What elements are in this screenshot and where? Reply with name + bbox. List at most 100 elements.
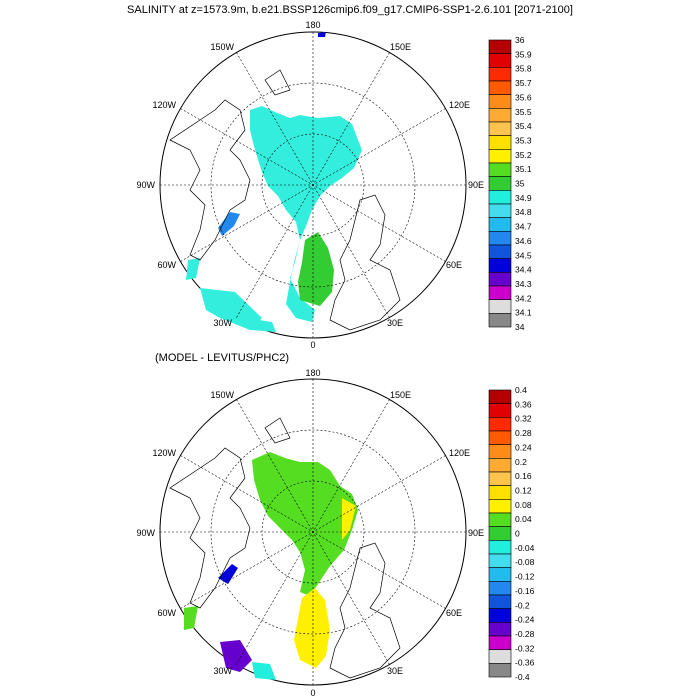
map1-label-150e: 150E (390, 42, 411, 52)
map1-fill-s (200, 288, 262, 330)
colorbar2-tick-label: 0.12 (515, 485, 532, 495)
colorbar2-tick-label: -0.2 (515, 600, 530, 610)
map2-fill-yellow2 (342, 498, 356, 540)
colorbar1-swatch (488, 203, 512, 218)
colorbar1-swatch (488, 39, 512, 54)
map2-label-60e: 60E (446, 608, 462, 618)
map2-fill-yellow (294, 588, 330, 668)
colorbar2-tick-label: 0.16 (515, 471, 532, 481)
colorbar1-swatch (488, 313, 512, 328)
colorbar1-swatch (488, 176, 512, 191)
colorbar1-tick-label: 34.7 (515, 222, 532, 232)
colorbar1-swatch (488, 190, 512, 205)
colorbar2-swatch (488, 526, 512, 541)
map2-label-30e: 30E (387, 666, 403, 676)
map2-label-30w: 30W (213, 666, 232, 676)
map1-label-0: 0 (310, 340, 315, 350)
colorbar1-swatch (488, 285, 512, 300)
colorbar1-tick-label: 35.5 (515, 107, 532, 117)
colorbar2-swatch (488, 540, 512, 555)
colorbar2-swatch (488, 594, 512, 609)
colorbar2-tick-label: 0.28 (515, 428, 532, 438)
colorbar1-tick-label: 36 (515, 35, 525, 45)
colorbar1-swatch (488, 272, 512, 287)
colorbar2-swatch (488, 403, 512, 418)
colorbar1-swatch (488, 53, 512, 68)
colorbar1-swatch (488, 94, 512, 109)
colorbar1-tick-label: 34 (515, 322, 525, 332)
colorbar2-swatch (488, 608, 512, 623)
map2-label-120w: 120W (152, 448, 176, 458)
colorbar2-tick-label: 0.4 (515, 385, 527, 395)
map2-label-150w: 150W (210, 390, 234, 400)
map2-fill-blue (218, 564, 238, 584)
map2-label-120e: 120E (449, 448, 470, 458)
colorbar1-swatch (488, 149, 512, 164)
map2-label-60w: 60W (157, 608, 176, 618)
panel1-title: SALINITY at z=1573.9m, b.e21.BSSP126cmip… (127, 4, 573, 16)
colorbar2-swatch (488, 499, 512, 514)
colorbar2-swatch (488, 635, 512, 650)
colorbar1-tick-label: 34.3 (515, 279, 532, 289)
map1-label-90w: 90W (136, 180, 155, 190)
map1-coastline (169, 69, 401, 331)
colorbar1-tick-label: 34.4 (515, 265, 532, 275)
colorbar1-swatch (488, 121, 512, 136)
colorbar2-tick-label: 0.08 (515, 500, 532, 510)
colorbar2-tick-label: 0.32 (515, 414, 532, 424)
map2-label-0: 0 (310, 688, 315, 698)
map1-fill-green (298, 232, 334, 306)
colorbar2-swatch (488, 485, 512, 500)
colorbar2-swatch (488, 581, 512, 596)
colorbar1-tick-label: 35.9 (515, 49, 532, 59)
colorbar2-tick-label: 0.36 (515, 399, 532, 409)
colorbar2-swatch (488, 417, 512, 432)
colorbar1-swatch (488, 217, 512, 232)
colorbar1-tick-label: 35.4 (515, 121, 532, 131)
colorbar2-tick-label: 0.04 (515, 514, 532, 524)
colorbar1-swatch (488, 244, 512, 259)
colorbar2-swatch (488, 553, 512, 568)
colorbar1-tick-label: 34.6 (515, 236, 532, 246)
colorbar1-tick-label: 35.3 (515, 135, 532, 145)
map1-fill-blue (218, 212, 240, 236)
colorbar2-tick-label: 0 (515, 529, 520, 539)
map2-label-180: 180 (305, 368, 320, 378)
map1-fill-top (318, 32, 326, 37)
colorbar1-tick-label: 34.2 (515, 293, 532, 303)
colorbar2-swatch (488, 389, 512, 404)
map2-coastline (169, 417, 401, 679)
colorbar2-tick-label: 0.24 (515, 442, 532, 452)
map1-label-60e: 60E (446, 260, 462, 270)
colorbar1-swatch (488, 135, 512, 150)
colorbar1-tick-label: 35.2 (515, 150, 532, 160)
map2-label-150e: 150E (390, 390, 411, 400)
map2-polar-plot: 180 150E 120E 90E 60E 30E 0 30W 60W 90W … (136, 368, 484, 698)
colorbar1-swatch (488, 231, 512, 246)
colorbar1-tick-label: 34.9 (515, 193, 532, 203)
map1-label-30e: 30E (387, 318, 403, 328)
colorbar2-swatch (488, 430, 512, 445)
colorbar1-tick-label: 34.8 (515, 207, 532, 217)
colorbar2-tick-label: -0.32 (515, 643, 535, 653)
colorbar1-tick-label: 35.7 (515, 78, 532, 88)
map2-label-90e: 90E (468, 528, 484, 538)
colorbar2-tick-label: -0.08 (515, 557, 535, 567)
map1-label-180: 180 (305, 20, 320, 30)
map2-fill-sw3 (252, 662, 276, 680)
map2-fill-green (252, 452, 358, 596)
colorbar1-tick-label: 34.1 (515, 308, 532, 318)
colorbar1-tick-label: 34.5 (515, 250, 532, 260)
colorbar1-swatch (488, 299, 512, 314)
panel2-title: (MODEL - LEVITUS/PHC2) (155, 352, 290, 364)
map1-polar-plot: 180 150E 120E 90E 60E 30E 0 30W 60W 90W … (136, 20, 484, 350)
colorbar1-tick-label: 35 (515, 179, 525, 189)
colorbar1-tick-label: 35.1 (515, 164, 532, 174)
colorbar2-swatch (488, 663, 512, 678)
map2-fill-sw2 (220, 640, 252, 672)
colorbar2-tick-label: 0.2 (515, 457, 527, 467)
colorbar2: 0.4 0.36 0.32 0.28 0.24 0.2 0.16 0.12 0.08 0.04 0 -… (488, 385, 535, 682)
map1-label-90e: 90E (468, 180, 484, 190)
colorbar1-swatch (488, 162, 512, 177)
